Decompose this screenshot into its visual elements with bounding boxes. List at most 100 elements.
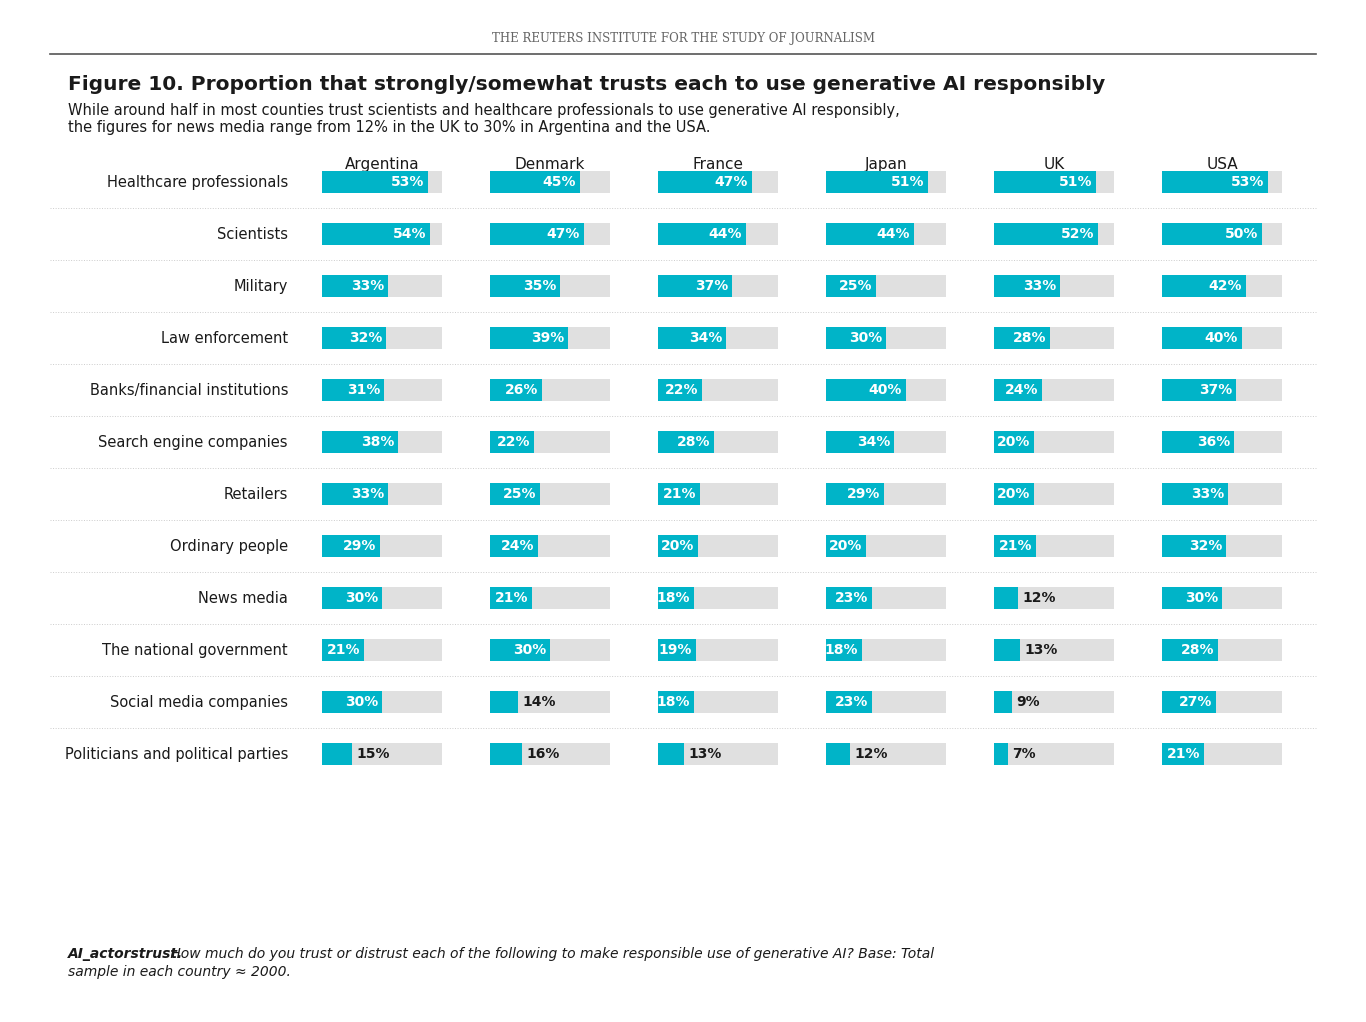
Text: 12%: 12% [1022, 591, 1056, 605]
Text: USA: USA [1206, 156, 1238, 172]
Bar [826, 431, 947, 453]
Bar [658, 275, 732, 297]
Text: 51%: 51% [891, 175, 923, 189]
Bar [1162, 743, 1203, 765]
Text: 32%: 32% [1188, 539, 1223, 553]
Text: 20%: 20% [997, 435, 1030, 449]
Text: 22%: 22% [496, 435, 530, 449]
Bar [658, 223, 746, 245]
Text: 18%: 18% [657, 695, 690, 709]
Bar [1162, 587, 1283, 609]
Text: 20%: 20% [997, 487, 1030, 501]
Bar [1162, 223, 1262, 245]
Text: 31%: 31% [347, 383, 380, 397]
Bar [994, 379, 1115, 401]
Text: 33%: 33% [351, 279, 384, 293]
Bar [658, 587, 779, 609]
Text: News media: News media [198, 591, 288, 605]
Bar [322, 587, 443, 609]
Bar [826, 691, 872, 713]
Bar [490, 639, 550, 661]
Bar [490, 171, 581, 193]
Bar [322, 379, 384, 401]
Bar [994, 431, 1034, 453]
Text: sample in each country ≈ 2000.: sample in each country ≈ 2000. [68, 965, 291, 979]
Bar [826, 535, 866, 557]
Bar [490, 431, 534, 453]
Bar [658, 379, 702, 401]
Text: 52%: 52% [1060, 227, 1094, 241]
Bar [1162, 691, 1283, 713]
Bar [1162, 535, 1283, 557]
Bar [1162, 327, 1242, 349]
Text: Banks/financial institutions: Banks/financial institutions [90, 382, 288, 398]
Bar [658, 275, 779, 297]
Text: 30%: 30% [512, 643, 546, 657]
Text: 18%: 18% [825, 643, 858, 657]
Text: 42%: 42% [1209, 279, 1242, 293]
Bar [994, 691, 1012, 713]
Bar [658, 483, 779, 505]
Bar [826, 327, 887, 349]
Bar [994, 743, 1008, 765]
Bar [994, 639, 1020, 661]
Bar [322, 691, 382, 713]
Bar [658, 535, 779, 557]
Bar [1162, 639, 1283, 661]
Bar [490, 743, 522, 765]
Text: UK: UK [1044, 156, 1064, 172]
Text: 25%: 25% [839, 279, 872, 293]
Bar [1162, 379, 1236, 401]
Bar [490, 171, 611, 193]
Text: 33%: 33% [1023, 279, 1056, 293]
Text: 33%: 33% [351, 487, 384, 501]
Bar [322, 691, 443, 713]
Text: 14%: 14% [522, 695, 556, 709]
Text: 25%: 25% [503, 487, 535, 501]
Bar [1162, 223, 1283, 245]
Bar [490, 743, 611, 765]
Bar [1162, 691, 1216, 713]
Text: 12%: 12% [854, 747, 888, 761]
Text: 21%: 21% [663, 487, 697, 501]
Text: 30%: 30% [344, 591, 378, 605]
Text: Ordinary people: Ordinary people [169, 539, 288, 554]
Bar [322, 483, 388, 505]
Text: 21%: 21% [999, 539, 1031, 553]
Text: 30%: 30% [344, 695, 378, 709]
Text: 39%: 39% [531, 331, 564, 345]
Bar [490, 275, 611, 297]
Bar [490, 431, 611, 453]
Text: 15%: 15% [357, 747, 389, 761]
Bar [994, 535, 1035, 557]
Text: 16%: 16% [526, 747, 559, 761]
Text: 32%: 32% [348, 331, 382, 345]
Text: 30%: 30% [848, 331, 882, 345]
Bar [322, 379, 443, 401]
Bar [658, 379, 779, 401]
Text: 29%: 29% [847, 487, 880, 501]
Text: 44%: 44% [877, 227, 910, 241]
Bar [658, 171, 753, 193]
Bar [994, 327, 1115, 349]
Text: 18%: 18% [657, 591, 690, 605]
Bar [490, 327, 568, 349]
Bar [322, 535, 443, 557]
Text: 20%: 20% [829, 539, 862, 553]
Bar [994, 587, 1115, 609]
Text: 36%: 36% [1197, 435, 1229, 449]
Bar [994, 379, 1042, 401]
Bar [322, 743, 352, 765]
Bar [322, 431, 443, 453]
Bar [826, 379, 947, 401]
Bar [658, 327, 779, 349]
Text: Social media companies: Social media companies [111, 695, 288, 709]
Bar [322, 639, 363, 661]
Text: 28%: 28% [676, 435, 710, 449]
Text: 20%: 20% [661, 539, 694, 553]
Bar [658, 691, 694, 713]
Text: 50%: 50% [1225, 227, 1258, 241]
Bar [322, 743, 443, 765]
Bar [490, 587, 531, 609]
Bar [658, 483, 699, 505]
